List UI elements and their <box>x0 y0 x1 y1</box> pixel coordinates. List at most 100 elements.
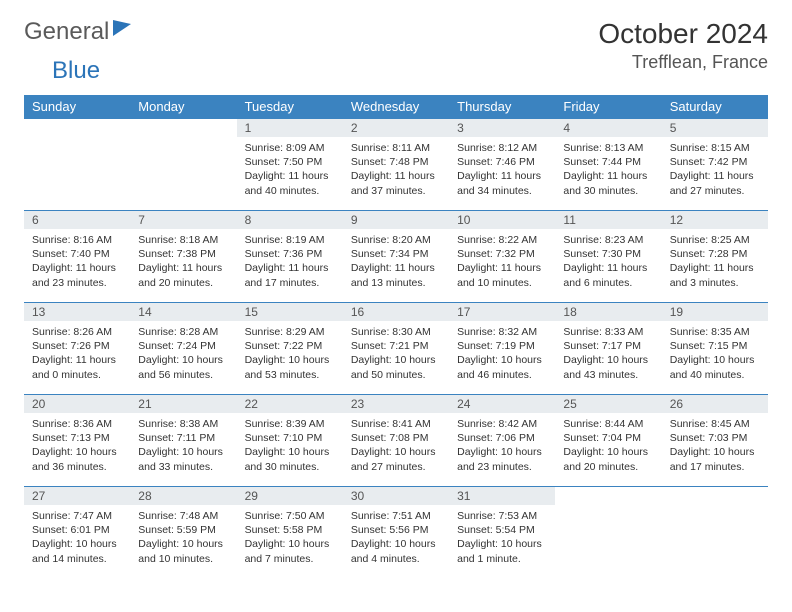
logo-text-blue: Blue <box>52 57 100 84</box>
day-body: Sunrise: 8:38 AMSunset: 7:11 PMDaylight:… <box>130 413 236 478</box>
weekday-header-row: SundayMondayTuesdayWednesdayThursdayFrid… <box>24 95 768 119</box>
calendar-day-cell: 12Sunrise: 8:25 AMSunset: 7:28 PMDayligh… <box>662 211 768 303</box>
calendar-day-cell: 25Sunrise: 8:44 AMSunset: 7:04 PMDayligh… <box>555 395 661 487</box>
logo-triangle-icon <box>113 20 131 36</box>
calendar-day-cell: 1Sunrise: 8:09 AMSunset: 7:50 PMDaylight… <box>237 119 343 211</box>
day-number: 29 <box>237 487 343 505</box>
calendar-day-cell: 27Sunrise: 7:47 AMSunset: 6:01 PMDayligh… <box>24 487 130 579</box>
day-body: Sunrise: 8:15 AMSunset: 7:42 PMDaylight:… <box>662 137 768 202</box>
day-body: Sunrise: 8:13 AMSunset: 7:44 PMDaylight:… <box>555 137 661 202</box>
day-body: Sunrise: 7:47 AMSunset: 6:01 PMDaylight:… <box>24 505 130 570</box>
day-body: Sunrise: 8:19 AMSunset: 7:36 PMDaylight:… <box>237 229 343 294</box>
day-number: 17 <box>449 303 555 321</box>
day-body: Sunrise: 8:33 AMSunset: 7:17 PMDaylight:… <box>555 321 661 386</box>
weekday-header: Saturday <box>662 95 768 119</box>
day-number: 18 <box>555 303 661 321</box>
day-number: 5 <box>662 119 768 137</box>
calendar-day-cell: 19Sunrise: 8:35 AMSunset: 7:15 PMDayligh… <box>662 303 768 395</box>
day-number: 9 <box>343 211 449 229</box>
day-number: 12 <box>662 211 768 229</box>
calendar-row: 20Sunrise: 8:36 AMSunset: 7:13 PMDayligh… <box>24 395 768 487</box>
calendar-day-cell: 15Sunrise: 8:29 AMSunset: 7:22 PMDayligh… <box>237 303 343 395</box>
calendar-empty-cell <box>555 487 661 579</box>
calendar-day-cell: 31Sunrise: 7:53 AMSunset: 5:54 PMDayligh… <box>449 487 555 579</box>
calendar-day-cell: 22Sunrise: 8:39 AMSunset: 7:10 PMDayligh… <box>237 395 343 487</box>
calendar-row: 13Sunrise: 8:26 AMSunset: 7:26 PMDayligh… <box>24 303 768 395</box>
calendar-day-cell: 8Sunrise: 8:19 AMSunset: 7:36 PMDaylight… <box>237 211 343 303</box>
day-number: 28 <box>130 487 236 505</box>
calendar-row: 1Sunrise: 8:09 AMSunset: 7:50 PMDaylight… <box>24 119 768 211</box>
day-number: 20 <box>24 395 130 413</box>
logo-text-general: General <box>24 18 109 46</box>
calendar-day-cell: 11Sunrise: 8:23 AMSunset: 7:30 PMDayligh… <box>555 211 661 303</box>
calendar-day-cell: 23Sunrise: 8:41 AMSunset: 7:08 PMDayligh… <box>343 395 449 487</box>
weekday-header: Sunday <box>24 95 130 119</box>
day-body: Sunrise: 8:22 AMSunset: 7:32 PMDaylight:… <box>449 229 555 294</box>
day-number: 1 <box>237 119 343 137</box>
weekday-header: Wednesday <box>343 95 449 119</box>
calendar-empty-cell <box>24 119 130 211</box>
weekday-header: Tuesday <box>237 95 343 119</box>
calendar-day-cell: 5Sunrise: 8:15 AMSunset: 7:42 PMDaylight… <box>662 119 768 211</box>
day-number: 26 <box>662 395 768 413</box>
day-number: 19 <box>662 303 768 321</box>
day-number: 16 <box>343 303 449 321</box>
day-body: Sunrise: 8:16 AMSunset: 7:40 PMDaylight:… <box>24 229 130 294</box>
day-number: 4 <box>555 119 661 137</box>
calendar-day-cell: 17Sunrise: 8:32 AMSunset: 7:19 PMDayligh… <box>449 303 555 395</box>
calendar-day-cell: 3Sunrise: 8:12 AMSunset: 7:46 PMDaylight… <box>449 119 555 211</box>
day-number: 22 <box>237 395 343 413</box>
day-number: 6 <box>24 211 130 229</box>
day-number: 13 <box>24 303 130 321</box>
calendar-empty-cell <box>130 119 236 211</box>
calendar-row: 6Sunrise: 8:16 AMSunset: 7:40 PMDaylight… <box>24 211 768 303</box>
day-number: 23 <box>343 395 449 413</box>
calendar-day-cell: 26Sunrise: 8:45 AMSunset: 7:03 PMDayligh… <box>662 395 768 487</box>
calendar-day-cell: 16Sunrise: 8:30 AMSunset: 7:21 PMDayligh… <box>343 303 449 395</box>
calendar-day-cell: 4Sunrise: 8:13 AMSunset: 7:44 PMDaylight… <box>555 119 661 211</box>
day-body: Sunrise: 8:35 AMSunset: 7:15 PMDaylight:… <box>662 321 768 386</box>
day-number: 15 <box>237 303 343 321</box>
day-body: Sunrise: 8:28 AMSunset: 7:24 PMDaylight:… <box>130 321 236 386</box>
day-body: Sunrise: 8:41 AMSunset: 7:08 PMDaylight:… <box>343 413 449 478</box>
title-block: October 2024 Trefflean, France <box>598 18 768 73</box>
calendar-day-cell: 13Sunrise: 8:26 AMSunset: 7:26 PMDayligh… <box>24 303 130 395</box>
day-number: 27 <box>24 487 130 505</box>
calendar-row: 27Sunrise: 7:47 AMSunset: 6:01 PMDayligh… <box>24 487 768 579</box>
day-body: Sunrise: 7:51 AMSunset: 5:56 PMDaylight:… <box>343 505 449 570</box>
day-body: Sunrise: 8:44 AMSunset: 7:04 PMDaylight:… <box>555 413 661 478</box>
day-number: 7 <box>130 211 236 229</box>
day-body: Sunrise: 8:09 AMSunset: 7:50 PMDaylight:… <box>237 137 343 202</box>
day-number: 14 <box>130 303 236 321</box>
calendar-day-cell: 10Sunrise: 8:22 AMSunset: 7:32 PMDayligh… <box>449 211 555 303</box>
calendar-day-cell: 24Sunrise: 8:42 AMSunset: 7:06 PMDayligh… <box>449 395 555 487</box>
logo: General <box>24 18 131 46</box>
location-label: Trefflean, France <box>598 52 768 73</box>
day-body: Sunrise: 8:29 AMSunset: 7:22 PMDaylight:… <box>237 321 343 386</box>
day-body: Sunrise: 7:48 AMSunset: 5:59 PMDaylight:… <box>130 505 236 570</box>
day-number: 31 <box>449 487 555 505</box>
calendar-table: SundayMondayTuesdayWednesdayThursdayFrid… <box>24 95 768 579</box>
day-body: Sunrise: 8:30 AMSunset: 7:21 PMDaylight:… <box>343 321 449 386</box>
day-body: Sunrise: 8:36 AMSunset: 7:13 PMDaylight:… <box>24 413 130 478</box>
calendar-day-cell: 2Sunrise: 8:11 AMSunset: 7:48 PMDaylight… <box>343 119 449 211</box>
calendar-day-cell: 14Sunrise: 8:28 AMSunset: 7:24 PMDayligh… <box>130 303 236 395</box>
day-body: Sunrise: 8:25 AMSunset: 7:28 PMDaylight:… <box>662 229 768 294</box>
day-body: Sunrise: 8:26 AMSunset: 7:26 PMDaylight:… <box>24 321 130 386</box>
day-number: 11 <box>555 211 661 229</box>
weekday-header: Friday <box>555 95 661 119</box>
calendar-day-cell: 20Sunrise: 8:36 AMSunset: 7:13 PMDayligh… <box>24 395 130 487</box>
day-body: Sunrise: 8:42 AMSunset: 7:06 PMDaylight:… <box>449 413 555 478</box>
day-number: 21 <box>130 395 236 413</box>
day-body: Sunrise: 8:12 AMSunset: 7:46 PMDaylight:… <box>449 137 555 202</box>
day-body: Sunrise: 8:39 AMSunset: 7:10 PMDaylight:… <box>237 413 343 478</box>
calendar-day-cell: 7Sunrise: 8:18 AMSunset: 7:38 PMDaylight… <box>130 211 236 303</box>
day-body: Sunrise: 8:11 AMSunset: 7:48 PMDaylight:… <box>343 137 449 202</box>
day-body: Sunrise: 8:45 AMSunset: 7:03 PMDaylight:… <box>662 413 768 478</box>
day-number: 25 <box>555 395 661 413</box>
day-number: 10 <box>449 211 555 229</box>
calendar-day-cell: 28Sunrise: 7:48 AMSunset: 5:59 PMDayligh… <box>130 487 236 579</box>
day-body: Sunrise: 8:32 AMSunset: 7:19 PMDaylight:… <box>449 321 555 386</box>
calendar-day-cell: 9Sunrise: 8:20 AMSunset: 7:34 PMDaylight… <box>343 211 449 303</box>
calendar-day-cell: 6Sunrise: 8:16 AMSunset: 7:40 PMDaylight… <box>24 211 130 303</box>
